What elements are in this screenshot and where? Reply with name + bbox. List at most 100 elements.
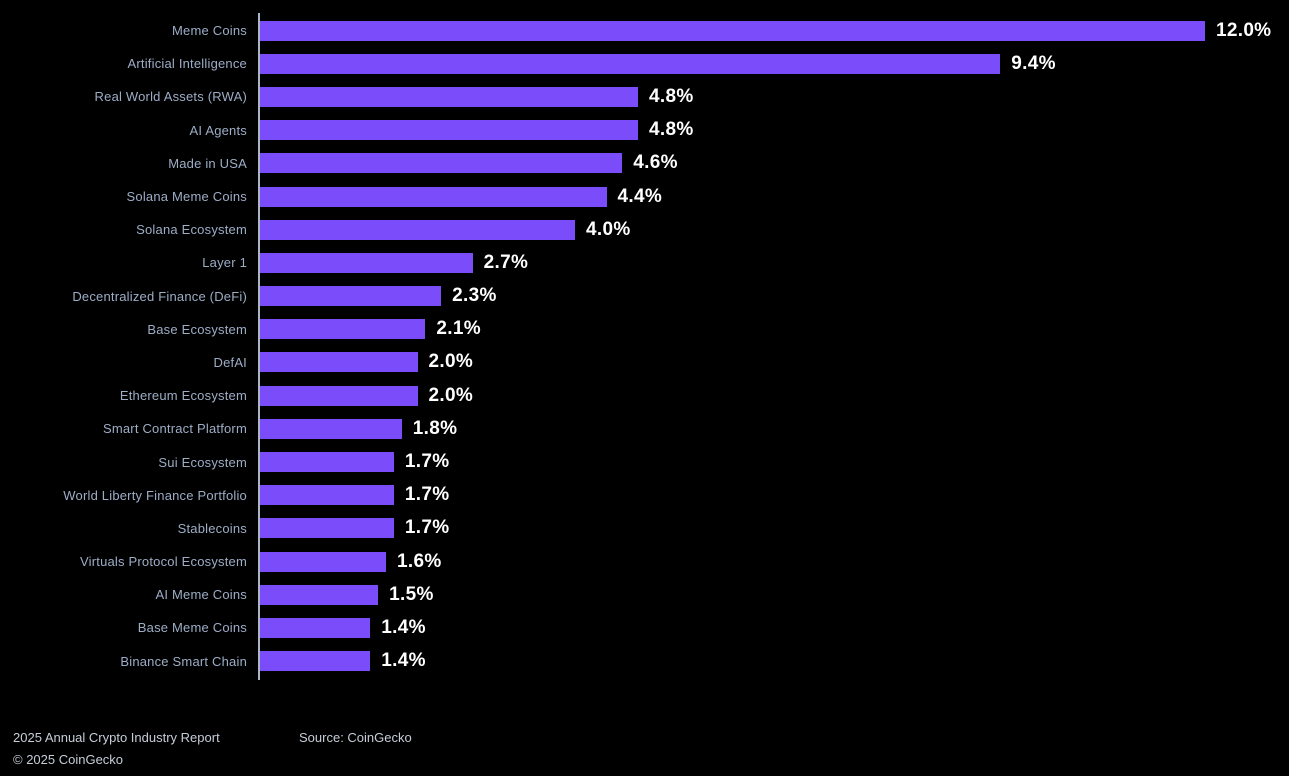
category-label: Smart Contract Platform [102,421,247,437]
bar-row: Solana Meme Coins 4.4% [0,180,1289,213]
bar-wrap: 4.4% [260,186,662,208]
value-label: 1.8% [412,417,458,439]
bar-row: Made in USA 4.6% [0,147,1289,180]
value-label: 1.5% [389,583,434,605]
bar-row: Stablecoins 1.7% [0,512,1289,545]
y-axis-line [258,13,260,680]
bar-wrap: 1.4% [260,650,426,672]
bar [260,219,575,240]
bar-wrap: 4.8% [260,86,694,108]
bar-wrap: 2.0% [260,385,473,407]
bar-row: World Liberty Finance Portfolio 1.7% [0,479,1289,512]
value-label: 4.4% [617,185,663,207]
bar-row: Base Ecosystem 2.1% [0,313,1289,346]
bar [260,252,473,273]
bar-row: Artificial Intelligence 9.4% [0,47,1289,80]
category-label: Real World Assets (RWA) [94,89,247,105]
category-label: Decentralized Finance (DeFi) [72,288,247,304]
bar [260,286,442,307]
category-label: Made in USA [168,155,247,171]
category-label: Virtuals Protocol Ecosystem [80,554,247,570]
bar-row: AI Agents 4.8% [0,114,1289,147]
bar-row: Meme Coins 12.0% [0,14,1289,47]
bar-wrap: 2.1% [260,318,481,340]
bar-wrap: 1.7% [260,517,449,539]
bar-wrap: 1.4% [260,617,426,639]
bar-row: Real World Assets (RWA) 4.8% [0,80,1289,113]
category-label: Base Ecosystem [147,321,247,337]
bar [260,352,418,373]
value-label: 2.0% [428,351,474,373]
bar-row: Smart Contract Platform 1.8% [0,412,1289,445]
bar-wrap: 2.7% [260,252,528,274]
category-label: AI Agents [189,122,247,138]
bar-wrap: 4.6% [260,152,678,174]
bar-row: Sui Ecosystem 1.7% [0,445,1289,478]
value-label: 4.8% [649,85,694,107]
bar-row: Ethereum Ecosystem 2.0% [0,379,1289,412]
bar [260,186,607,207]
bar [260,485,394,506]
category-label: Artificial Intelligence [127,56,247,72]
bar-wrap: 1.8% [260,418,457,440]
category-label: Solana Ecosystem [136,222,247,238]
value-label: 12.0% [1216,19,1272,41]
bar [260,452,394,473]
bar-row: DefAI 2.0% [0,346,1289,379]
bar [260,584,379,605]
bar [260,319,426,340]
bar [260,418,402,439]
bar [260,385,418,406]
bar-row: AI Meme Coins 1.5% [0,578,1289,611]
bar [260,86,638,107]
bar-wrap: 4.0% [260,219,631,241]
bar-row: Solana Ecosystem 4.0% [0,213,1289,246]
bar-wrap: 2.0% [260,351,473,373]
bar-row: Base Meme Coins 1.4% [0,611,1289,644]
value-label: 2.0% [428,384,474,406]
footer-source: Source: CoinGecko [299,730,412,745]
value-label: 4.8% [649,119,694,141]
bar-wrap: 1.7% [260,484,449,506]
bar [260,651,371,672]
category-label: AI Meme Coins [155,587,247,603]
category-label: Binance Smart Chain [120,653,247,669]
category-label: DefAI [213,354,247,370]
bar-row: Decentralized Finance (DeFi) 2.3% [0,280,1289,313]
bar-row: Binance Smart Chain 1.4% [0,645,1289,678]
bar-wrap: 12.0% [260,20,1271,42]
value-label: 1.7% [404,484,450,506]
value-label: 9.4% [1011,52,1056,74]
bar [260,153,623,174]
value-label: 1.4% [381,616,426,638]
category-label: Sui Ecosystem [158,454,247,470]
category-label: Layer 1 [202,255,247,271]
value-label: 1.6% [397,550,442,572]
bar [260,53,1001,74]
value-label: 4.6% [633,152,678,174]
category-label: Stablecoins [177,520,247,536]
footer-copyright: © 2025 CoinGecko [13,752,124,767]
category-label: Meme Coins [172,23,247,39]
value-label: 2.3% [452,285,497,307]
bar-row: Layer 1 2.7% [0,246,1289,279]
value-label: 2.1% [436,318,481,340]
bar-wrap: 4.8% [260,119,694,141]
category-label: Solana Meme Coins [126,189,247,205]
category-label: Base Meme Coins [137,620,247,636]
bar [260,20,1205,41]
category-label: World Liberty Finance Portfolio [63,487,247,503]
bar-wrap: 1.7% [260,451,449,473]
bar [260,551,386,572]
value-label: 2.7% [483,251,529,273]
footer-report-title: 2025 Annual Crypto Industry Report [13,730,220,745]
value-label: 4.0% [586,218,631,240]
bar-wrap: 1.6% [260,551,442,573]
bar [260,518,394,539]
value-label: 1.7% [404,451,450,473]
category-label: Ethereum Ecosystem [119,388,247,404]
bar [260,120,638,141]
bar-wrap: 2.3% [260,285,497,307]
bar [260,617,371,638]
